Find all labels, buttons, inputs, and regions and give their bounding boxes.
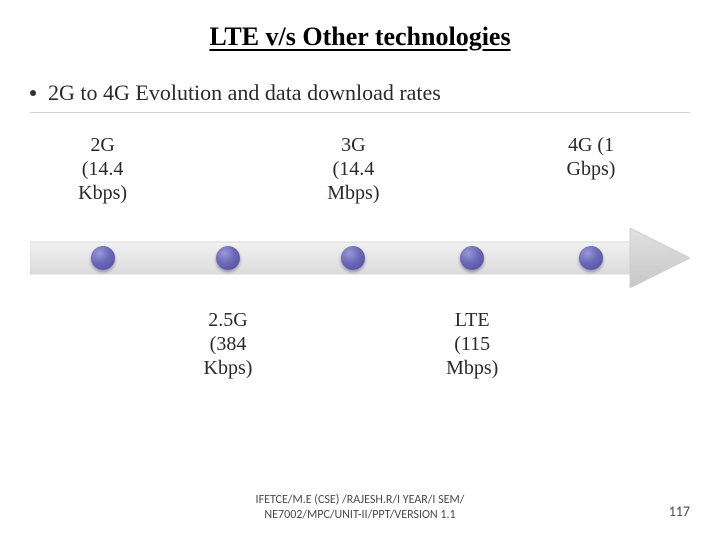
subtitle: 2G to 4G Evolution and data download rat…: [30, 80, 690, 113]
label-line: (384: [204, 332, 253, 356]
bottom-label-1: LTE(115Mbps): [446, 308, 498, 380]
label-line: Gbps): [567, 157, 616, 181]
timeline-node-4: [579, 246, 603, 270]
label-line: Kbps): [204, 356, 253, 380]
label-line: 3G: [327, 133, 379, 157]
arrow-area: [30, 228, 690, 288]
label-line: Mbps): [446, 356, 498, 380]
label-line: (115: [446, 332, 498, 356]
timeline-node-0: [91, 246, 115, 270]
label-line: (14.4: [327, 157, 379, 181]
timeline-node-3: [460, 246, 484, 270]
footer-line-1: IFETCE/M.E (CSE) /RAJESH.R/I YEAR/I SEM/: [0, 493, 720, 509]
timeline-node-1: [216, 246, 240, 270]
top-label-2: 4G (1Gbps): [567, 133, 616, 181]
top-label-0: 2G(14.4Kbps): [78, 133, 127, 205]
top-label-1: 3G(14.4Mbps): [327, 133, 379, 205]
evolution-diagram: 2G(14.4Kbps)3G(14.4Mbps)4G (1Gbps) 2.5G(…: [30, 133, 690, 413]
bullet-icon: [30, 90, 36, 96]
slide-title: LTE v/s Other technologies: [0, 0, 720, 52]
label-line: LTE: [446, 308, 498, 332]
label-line: 2.5G: [204, 308, 253, 332]
footer-line-2: NE7002/MPC/UNIT-II/PPT/VERSION 1.1: [0, 508, 720, 524]
subtitle-container: 2G to 4G Evolution and data download rat…: [0, 80, 720, 113]
label-line: Kbps): [78, 181, 127, 205]
label-line: (14.4: [78, 157, 127, 181]
label-line: 2G: [78, 133, 127, 157]
subtitle-text: 2G to 4G Evolution and data download rat…: [48, 80, 441, 105]
footer: IFETCE/M.E (CSE) /RAJESH.R/I YEAR/I SEM/…: [0, 493, 720, 524]
label-line: 4G (1: [567, 133, 616, 157]
label-line: Mbps): [327, 181, 379, 205]
timeline-node-2: [341, 246, 365, 270]
bottom-label-0: 2.5G(384Kbps): [204, 308, 253, 380]
page-number: 117: [669, 503, 690, 520]
